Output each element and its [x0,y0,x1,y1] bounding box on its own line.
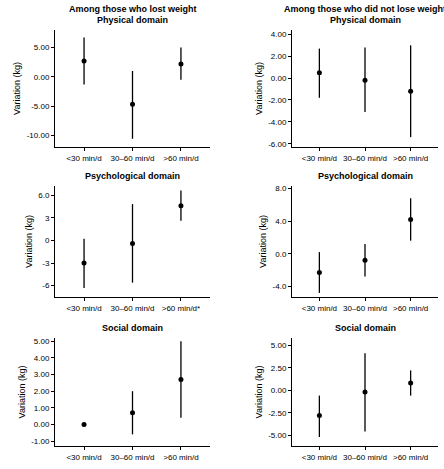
svg-text:Variation (kg): Variation (kg) [17,366,27,419]
svg-text:3: 3 [45,214,50,223]
svg-text:<30 min/d: <30 min/d [66,154,101,163]
svg-text:0.00: 0.00 [271,386,287,395]
svg-text:-10.00: -10.00 [27,131,50,140]
svg-text:Variation (kg): Variation (kg) [254,366,264,419]
svg-text:30–60 min/d: 30–60 min/d [110,154,154,163]
svg-text:0: 0 [45,236,50,245]
svg-text:>60 min/d: >60 min/d [393,304,428,313]
svg-text:<30 min/d: <30 min/d [302,304,337,313]
svg-text:4.0: 4.0 [275,217,287,226]
svg-text:<30 min/d: <30 min/d [302,453,337,462]
svg-text:Social domain: Social domain [102,323,163,333]
svg-text:Psychological domain: Psychological domain [85,171,180,181]
svg-text:8.0: 8.0 [275,184,287,193]
svg-text:30–60 min/d: 30–60 min/d [343,453,387,462]
svg-text:Psychological domain: Psychological domain [318,171,413,181]
svg-text:30–60 min/d: 30–60 min/d [343,304,387,313]
svg-text:>60 min/d*: >60 min/d* [162,304,200,313]
svg-text:-4.0: -4.0 [273,282,287,291]
svg-text:4.00: 4.00 [271,30,287,39]
svg-text:Variation (kg): Variation (kg) [24,215,34,268]
svg-text:Variation (kg): Variation (kg) [254,62,264,115]
svg-text:>60 min/d: >60 min/d [393,154,428,163]
svg-text:<30 min/d: <30 min/d [66,304,101,313]
svg-text:-1.00: -1.00 [31,437,50,446]
svg-text:-3: -3 [42,259,50,268]
svg-text:2.00: 2.00 [271,52,287,61]
svg-text:3.00: 3.00 [34,370,50,379]
svg-text:Physical domain: Physical domain [97,15,168,25]
svg-text:2.50: 2.50 [271,364,287,373]
svg-text:-2.50: -2.50 [268,409,287,418]
svg-text:Variation (kg): Variation (kg) [258,215,268,268]
svg-text:Variation (kg): Variation (kg) [12,62,22,115]
svg-text:Among those who did not lose w: Among those who did not lose weight [284,4,444,14]
svg-text:0.00: 0.00 [271,74,287,83]
svg-text:<30 min/d: <30 min/d [66,453,101,462]
svg-text:0.00: 0.00 [34,73,50,82]
svg-text:30–60 min/d: 30–60 min/d [110,304,154,313]
svg-text:1.00: 1.00 [34,404,50,413]
svg-text:-2.00: -2.00 [268,96,287,105]
svg-text:-4.00: -4.00 [268,118,287,127]
svg-text:30–60 min/d: 30–60 min/d [110,453,154,462]
svg-text:-5.00: -5.00 [31,102,50,111]
svg-text:>60 min/d: >60 min/d [163,154,198,163]
svg-text:Social domain: Social domain [335,323,396,333]
svg-text:30–60 min/d: 30–60 min/d [343,154,387,163]
svg-text:6.0: 6.0 [38,191,50,200]
svg-text:-6: -6 [42,281,50,290]
svg-text:2.00: 2.00 [34,387,50,396]
svg-text:-5.00: -5.00 [268,431,287,440]
svg-text:<30 min/d: <30 min/d [302,154,337,163]
svg-text:>60 min/d: >60 min/d [393,453,428,462]
svg-text:5.00: 5.00 [34,337,50,346]
svg-text:-6.00: -6.00 [268,140,287,149]
svg-text:Physical domain: Physical domain [330,15,401,25]
svg-text:5.00: 5.00 [34,43,50,52]
svg-text:Among those who lost weight: Among those who lost weight [69,4,197,14]
svg-text:4.00: 4.00 [34,354,50,363]
svg-text:0.00: 0.00 [34,420,50,429]
svg-text:0.0: 0.0 [275,250,287,259]
svg-text:5.00: 5.00 [271,341,287,350]
svg-text:>60 min/d: >60 min/d [163,453,198,462]
